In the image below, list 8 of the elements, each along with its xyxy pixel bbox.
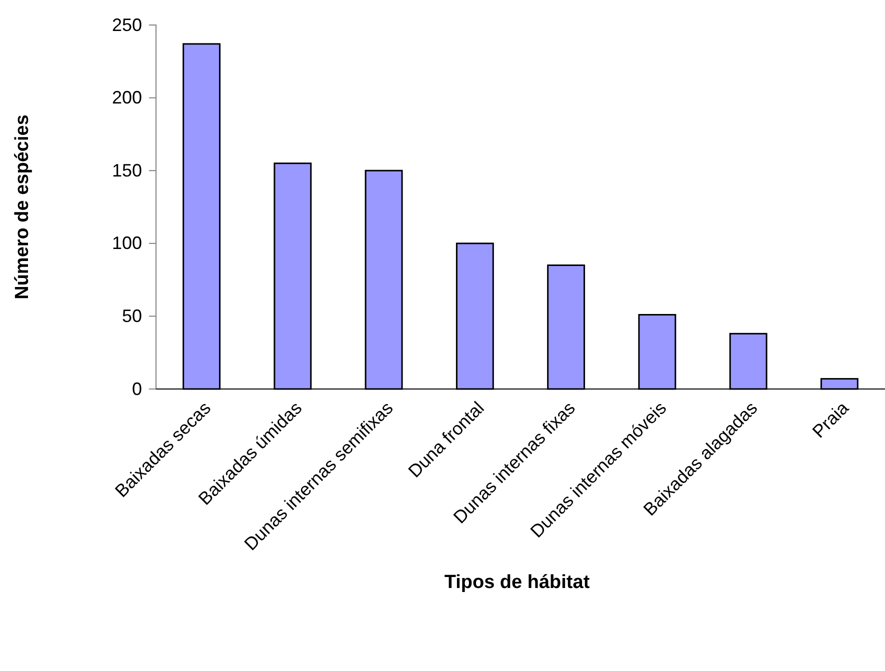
y-tick-label: 50: [122, 306, 142, 326]
y-tick-label: 200: [112, 88, 142, 108]
y-tick-label: 150: [112, 160, 142, 180]
x-axis-title: Tipos de hábitat: [444, 572, 590, 594]
y-tick-label: 250: [112, 14, 142, 35]
y-tick-label: 0: [132, 378, 142, 399]
y-axis-title: Número de espécies: [12, 114, 33, 300]
y-tick-label: 100: [112, 233, 142, 254]
